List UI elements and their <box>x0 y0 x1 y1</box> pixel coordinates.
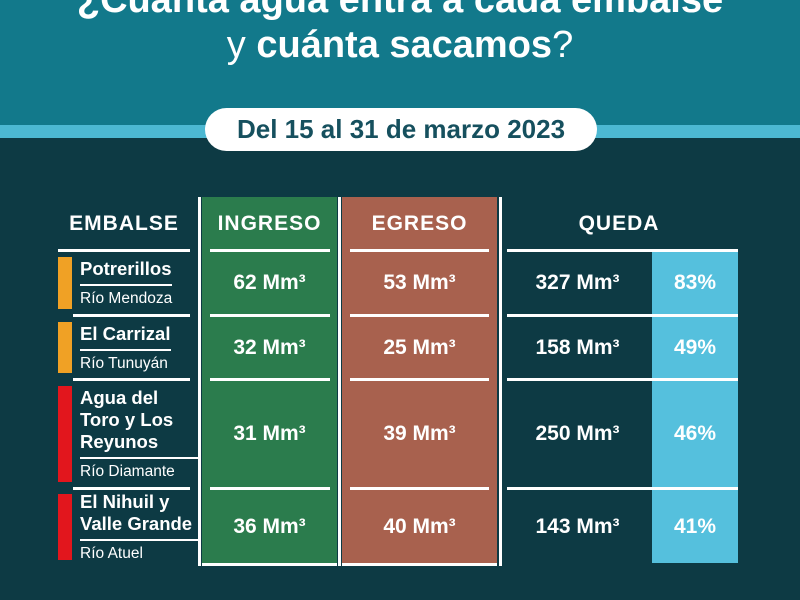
reservoir-name: Agua del Toro y Los Reyunos <box>80 387 200 459</box>
header-underline <box>58 249 190 252</box>
header-underline <box>350 249 489 252</box>
queda-percent: 49% <box>673 335 717 359</box>
reservoir-name: El Nihuil y Valle Grande <box>80 491 200 541</box>
title-line-2-prefix: y <box>226 24 257 66</box>
queda-value: 158 Mm³ <box>535 335 620 359</box>
egreso-value: 39 Mm³ <box>383 422 456 445</box>
row-divider <box>210 378 330 381</box>
row-divider <box>507 487 738 490</box>
ingreso-value: 36 Mm³ <box>233 514 306 538</box>
column-header-ingreso: INGRESO <box>217 212 322 235</box>
row-divider <box>507 314 738 317</box>
ingreso-column <box>202 197 337 566</box>
row-divider <box>73 314 190 317</box>
egreso-value: 53 Mm³ <box>383 271 456 294</box>
header-band <box>0 0 800 125</box>
reservoir-name: Potrerillos <box>80 258 172 286</box>
column-divider <box>338 197 341 566</box>
river-name: Río Atuel <box>80 544 143 562</box>
row-divider <box>73 487 190 490</box>
queda-pct-cell <box>652 490 738 563</box>
column-header-embalse: EMBALSE <box>69 212 179 235</box>
reservoir-cell: El Carrizal Río Tunuyán <box>80 317 200 378</box>
title-line-1: ¿Cuánta agua entra a cada embalse <box>76 0 724 21</box>
queda-percent: 41% <box>673 514 717 538</box>
ingreso-value: 31 Mm³ <box>233 422 306 445</box>
row-divider <box>210 487 330 490</box>
reservoir-cell: Potrerillos Río Mendoza <box>80 252 200 314</box>
row-divider <box>350 378 489 381</box>
title-line-2-suffix: ? <box>552 24 574 66</box>
ingreso-value: 32 Mm³ <box>233 335 306 359</box>
river-name: Río Mendoza <box>80 290 173 307</box>
river-name: Río Tunuyán <box>80 354 168 372</box>
ingreso-value: 62 Mm³ <box>233 271 306 294</box>
reservoir-cell: El Nihuil y Valle Grande Río Atuel <box>80 490 200 563</box>
queda-value: 250 Mm³ <box>535 422 620 445</box>
reservoir-cell: Agua del Toro y Los Reyunos Río Diamante <box>80 381 200 487</box>
column-header-egreso: EGRESO <box>371 212 468 235</box>
row-divider <box>350 487 489 490</box>
queda-percent: 46% <box>673 422 717 445</box>
reservoir-name: El Carrizal <box>80 323 171 351</box>
header-underline <box>507 249 738 252</box>
river-name: Río Diamante <box>80 463 175 480</box>
queda-pct-cell <box>652 381 738 487</box>
row-divider <box>73 378 190 381</box>
reservoir-color-bar <box>58 494 72 560</box>
column-divider <box>198 197 201 566</box>
title-line-2-bold: cuánta sacamos <box>256 24 553 66</box>
reservoir-color-bar <box>58 386 72 482</box>
column-header-queda: QUEDA <box>578 212 660 235</box>
title-line-2: y cuánta sacamos? <box>0 23 800 68</box>
row-divider <box>507 378 738 381</box>
row-divider <box>210 314 330 317</box>
page-title: ¿Cuánta agua entra a cada embalse y cuán… <box>0 0 800 68</box>
reservoir-color-bar <box>58 322 72 373</box>
egreso-value: 25 Mm³ <box>383 335 456 359</box>
queda-value: 143 Mm³ <box>535 514 620 538</box>
queda-pct-cell <box>652 317 738 378</box>
egreso-column <box>342 197 497 566</box>
queda-pct-cell <box>652 252 738 314</box>
reservoir-color-bar <box>58 257 72 309</box>
date-badge-label: Del 15 al 31 de marzo 2023 <box>236 114 566 144</box>
column-divider <box>499 197 502 566</box>
row-divider <box>350 314 489 317</box>
queda-value: 327 Mm³ <box>535 271 620 294</box>
queda-percent: 83% <box>673 271 717 294</box>
egreso-value: 40 Mm³ <box>383 514 456 538</box>
date-badge: Del 15 al 31 de marzo 2023 <box>205 108 597 151</box>
header-underline <box>210 249 330 252</box>
